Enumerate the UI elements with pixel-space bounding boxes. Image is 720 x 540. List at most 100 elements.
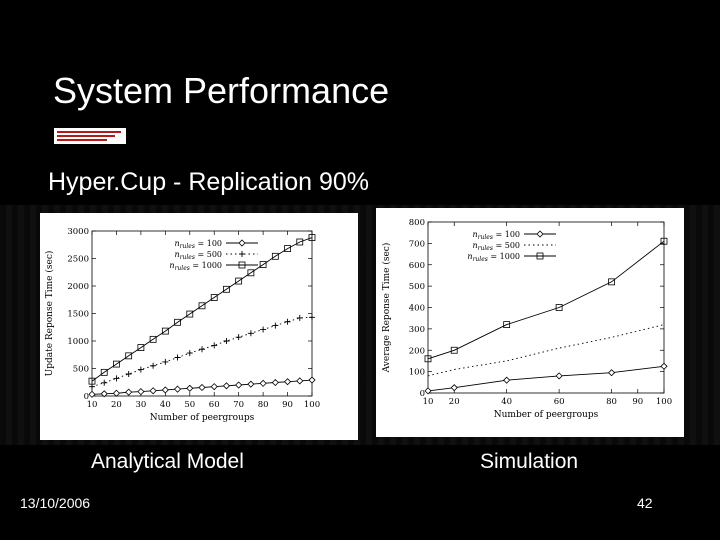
legend-label: nrules = 100 — [175, 239, 223, 250]
data-point-s2 — [309, 314, 315, 321]
data-point-s2 — [272, 322, 279, 329]
data-point-s1 — [607, 369, 616, 377]
data-point-s3 — [125, 352, 133, 360]
page-number: 42 — [637, 495, 653, 511]
x-tick-label: 20 — [449, 397, 460, 407]
y-tick-label: 1500 — [67, 310, 89, 320]
x-tick-label: 80 — [258, 400, 269, 410]
x-tick-label: 50 — [184, 400, 195, 410]
data-point-s1 — [259, 379, 267, 387]
data-point-s3 — [424, 355, 432, 363]
y-tick-label: 500 — [409, 282, 425, 292]
legend-marker — [239, 251, 245, 257]
data-point-s1 — [503, 376, 511, 384]
data-point-s1 — [198, 383, 206, 392]
data-point-s2 — [101, 379, 108, 386]
footer-date: 13/10/2006 — [20, 495, 91, 511]
data-point-s2 — [284, 318, 291, 325]
y-tick-label: 1000 — [67, 337, 89, 347]
data-point-s1 — [88, 390, 96, 398]
data-point-s2 — [260, 326, 267, 333]
data-point-s3 — [149, 335, 157, 343]
data-point-s3 — [235, 277, 243, 285]
data-point-s3 — [88, 377, 96, 385]
data-point-s2 — [162, 358, 169, 365]
x-axis-label: Number of peergroups — [494, 410, 599, 420]
data-point-s1 — [210, 383, 218, 391]
y-tick-label: 0 — [84, 392, 89, 402]
data-point-s3 — [174, 318, 181, 326]
legend-label: nrules = 500 — [175, 250, 223, 261]
data-point-s1 — [247, 380, 255, 388]
legend-label: nrules = 1000 — [467, 252, 520, 263]
data-point-s1 — [112, 389, 121, 397]
x-tick-label: 100 — [656, 397, 672, 407]
slide-title: System Performance — [53, 70, 390, 111]
data-point-s2 — [211, 342, 218, 349]
data-point-s1 — [173, 385, 182, 393]
y-tick-label: 300 — [409, 325, 425, 335]
data-point-s3 — [100, 368, 108, 376]
data-point-s1 — [555, 372, 563, 380]
caption-analytical-model: Analytical Model — [91, 450, 244, 473]
x-tick-label: 10 — [423, 397, 434, 407]
legend-label: nrules = 100 — [473, 230, 521, 241]
data-point-s3 — [555, 304, 563, 311]
caption-simulation: Simulation — [480, 450, 579, 473]
x-tick-label: 90 — [632, 397, 643, 407]
y-tick-label: 600 — [409, 261, 425, 271]
x-tick-label: 30 — [135, 400, 146, 410]
x-tick-label: 70 — [233, 400, 244, 410]
data-point-s3 — [450, 346, 458, 354]
y-tick-label: 2000 — [67, 282, 89, 292]
y-tick-label: 3000 — [67, 227, 89, 237]
data-point-s1 — [283, 378, 292, 386]
data-point-s1 — [660, 362, 668, 370]
data-point-s3 — [186, 310, 194, 318]
series-line-3 — [427, 240, 665, 360]
y-axis-label: Average Reponse Time (sec) — [381, 243, 392, 374]
simulation-chart: 0 100 200 300 400 500 600 700 800 10 20 40 60 80 90 100… — [381, 218, 672, 420]
data-point-s3 — [137, 344, 145, 352]
simulation-chart-panel: 0 100 200 300 400 500 600 700 800 10 20 40 60 80 90 100… — [376, 208, 684, 437]
data-point-s1 — [424, 387, 432, 395]
y-tick-label: 800 — [409, 218, 425, 228]
legend-marker — [238, 239, 246, 247]
data-point-s3 — [113, 360, 120, 368]
x-tick-label: 40 — [501, 397, 512, 407]
y-tick-label: 200 — [409, 346, 425, 356]
y-tick-label: 400 — [409, 304, 425, 314]
data-point-s1 — [100, 390, 108, 398]
data-point-s3 — [210, 294, 218, 301]
legend-marker — [536, 230, 544, 238]
data-point-s1 — [296, 377, 304, 385]
x-tick-label: 20 — [111, 400, 122, 410]
data-point-s3 — [308, 234, 316, 242]
x-tick-label: 90 — [282, 400, 293, 410]
data-point-s3 — [223, 285, 230, 293]
legend-label: nrules = 1000 — [169, 261, 222, 272]
data-point-s3 — [503, 321, 511, 328]
data-point-s2 — [296, 314, 303, 321]
plot-frame — [427, 221, 665, 394]
data-point-s1 — [235, 381, 243, 389]
x-tick-label: 60 — [554, 397, 565, 407]
y-axis-label: Update Reponse Time (sec) — [44, 251, 55, 377]
x-axis-label: Number of peergroups — [150, 413, 255, 423]
legend-marker — [536, 252, 544, 260]
data-point-s3 — [271, 252, 279, 260]
data-point-s2 — [137, 366, 144, 373]
y-tick-label: 500 — [73, 365, 89, 375]
data-point-s2 — [247, 330, 254, 337]
data-point-s1 — [222, 382, 231, 390]
analytical-chart: 0 500 1000 1500 2000 2500 3000 10 20 30 40 50 60 70 80… — [44, 227, 320, 423]
series-line-1 — [427, 365, 665, 392]
data-point-s1 — [137, 388, 145, 396]
y-tick-label: 700 — [409, 239, 425, 249]
data-point-s1 — [161, 386, 169, 394]
legend-label: nrules = 500 — [473, 241, 521, 252]
data-point-s2 — [150, 362, 157, 369]
data-point-s1 — [271, 378, 279, 387]
data-point-s1 — [450, 384, 458, 392]
data-point-s3 — [161, 327, 169, 335]
